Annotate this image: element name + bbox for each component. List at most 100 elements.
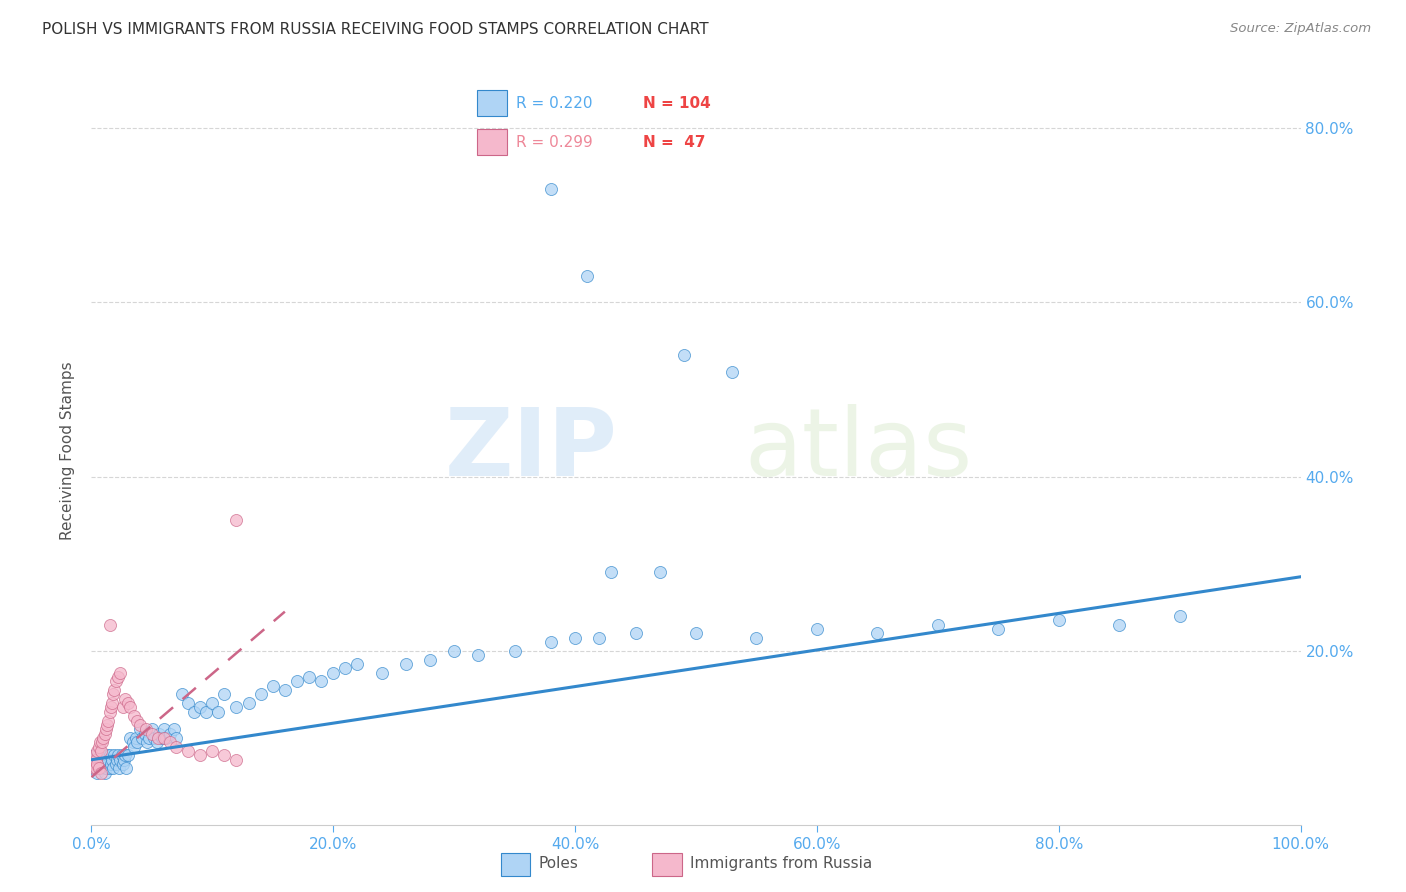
Text: N =  47: N = 47 bbox=[644, 135, 706, 150]
Point bbox=[685, 626, 707, 640]
Point bbox=[214, 748, 236, 763]
Point bbox=[138, 731, 160, 745]
Point bbox=[87, 762, 110, 776]
Point bbox=[165, 739, 187, 754]
Point bbox=[225, 513, 247, 527]
Point bbox=[96, 748, 118, 763]
Point bbox=[104, 757, 127, 772]
Point bbox=[90, 744, 112, 758]
Point bbox=[100, 700, 122, 714]
Point bbox=[87, 762, 110, 776]
Point bbox=[159, 726, 181, 740]
Point bbox=[1168, 609, 1191, 624]
Text: POLISH VS IMMIGRANTS FROM RUSSIA RECEIVING FOOD STAMPS CORRELATION CHART: POLISH VS IMMIGRANTS FROM RUSSIA RECEIVI… bbox=[42, 22, 709, 37]
Point bbox=[111, 748, 132, 763]
Point bbox=[127, 714, 149, 728]
Point bbox=[987, 622, 1010, 636]
Bar bbox=[501, 853, 530, 876]
Point bbox=[153, 723, 176, 737]
Text: R = 0.299: R = 0.299 bbox=[516, 135, 593, 150]
Point bbox=[648, 566, 671, 580]
Point bbox=[128, 723, 150, 737]
Point bbox=[94, 753, 117, 767]
Point bbox=[346, 657, 368, 671]
Point bbox=[745, 631, 768, 645]
Y-axis label: Receiving Food Stamps: Receiving Food Stamps bbox=[60, 361, 76, 540]
Point bbox=[1047, 613, 1070, 627]
Point bbox=[155, 731, 177, 745]
Point bbox=[98, 617, 121, 632]
Point bbox=[96, 718, 118, 732]
Point bbox=[141, 723, 163, 737]
Bar bbox=[652, 853, 682, 876]
Point bbox=[467, 648, 489, 663]
Point bbox=[117, 696, 139, 710]
Point bbox=[91, 757, 114, 772]
Point bbox=[105, 753, 128, 767]
Point bbox=[249, 687, 271, 701]
Point bbox=[86, 748, 108, 763]
Point bbox=[87, 753, 110, 767]
Point bbox=[309, 674, 332, 689]
Point bbox=[145, 735, 167, 749]
Point bbox=[114, 691, 136, 706]
Point bbox=[134, 726, 156, 740]
Point bbox=[564, 631, 586, 645]
Point bbox=[84, 753, 107, 767]
Point bbox=[153, 731, 176, 745]
Text: ZIP: ZIP bbox=[444, 404, 617, 497]
Point bbox=[89, 748, 111, 763]
Point bbox=[94, 723, 117, 737]
Point bbox=[165, 731, 187, 745]
Point bbox=[103, 748, 125, 763]
Point bbox=[395, 657, 418, 671]
Point bbox=[188, 748, 211, 763]
Point bbox=[83, 762, 105, 776]
Point bbox=[927, 617, 949, 632]
Point bbox=[238, 696, 260, 710]
Point bbox=[84, 762, 107, 776]
Point bbox=[90, 753, 112, 767]
Point bbox=[443, 644, 465, 658]
Point bbox=[98, 762, 121, 776]
Point bbox=[136, 735, 159, 749]
Text: Poles: Poles bbox=[538, 856, 578, 871]
Point bbox=[104, 674, 127, 689]
Point bbox=[806, 622, 828, 636]
Point bbox=[214, 687, 236, 701]
Text: Source: ZipAtlas.com: Source: ZipAtlas.com bbox=[1230, 22, 1371, 36]
Point bbox=[89, 735, 111, 749]
Point bbox=[110, 665, 132, 680]
Point bbox=[335, 661, 357, 675]
Point bbox=[721, 365, 744, 379]
Point bbox=[131, 731, 153, 745]
Point bbox=[90, 762, 112, 776]
Point bbox=[135, 723, 157, 737]
Point bbox=[84, 757, 107, 772]
Point bbox=[114, 748, 136, 763]
Point bbox=[97, 753, 120, 767]
Point bbox=[93, 726, 115, 740]
Point bbox=[108, 762, 131, 776]
Point bbox=[195, 705, 218, 719]
Point bbox=[101, 762, 124, 776]
Point bbox=[225, 700, 247, 714]
Point bbox=[115, 762, 138, 776]
Point bbox=[86, 744, 108, 758]
Point bbox=[540, 182, 562, 196]
Point bbox=[285, 674, 308, 689]
Point bbox=[1108, 617, 1130, 632]
Point bbox=[103, 683, 125, 698]
Point bbox=[122, 709, 145, 723]
Point bbox=[146, 731, 169, 745]
Point bbox=[93, 731, 115, 745]
Point bbox=[183, 705, 205, 719]
Point bbox=[576, 269, 599, 284]
Point bbox=[188, 700, 211, 714]
Point bbox=[101, 696, 124, 710]
Point bbox=[89, 757, 111, 772]
Point bbox=[600, 566, 623, 580]
Point bbox=[98, 705, 121, 719]
Point bbox=[98, 748, 121, 763]
Point bbox=[91, 748, 114, 763]
